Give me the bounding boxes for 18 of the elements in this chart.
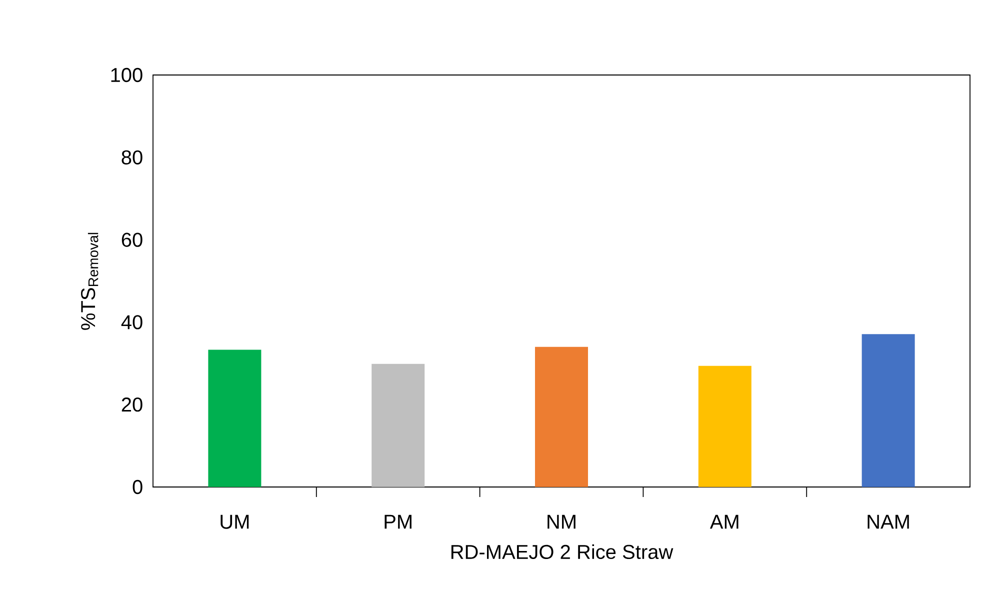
y-tick-label: 40	[121, 315, 142, 330]
bar	[862, 334, 915, 487]
y-tick-label: 20	[122, 398, 142, 412]
bar	[208, 350, 262, 487]
x-tick-label: UM	[220, 514, 249, 529]
x-tick-label: NAM	[868, 514, 909, 529]
x-tick-label: AM	[710, 514, 738, 529]
y-axis-title: %TS$_{Removal}$	[81, 232, 98, 330]
x-axis-title: RD-MAEJO 2 Rice Straw	[451, 544, 674, 560]
bar	[372, 364, 425, 487]
y-tick-label: 100	[111, 68, 142, 82]
bar	[535, 346, 588, 487]
y-tick-label: 80	[122, 150, 142, 164]
y-tick-label: 0	[132, 480, 142, 494]
x-tick-label: NM	[548, 514, 576, 529]
bar	[698, 366, 752, 487]
x-tick-label: PM	[384, 514, 412, 529]
y-tick-label: 60	[122, 232, 142, 247]
